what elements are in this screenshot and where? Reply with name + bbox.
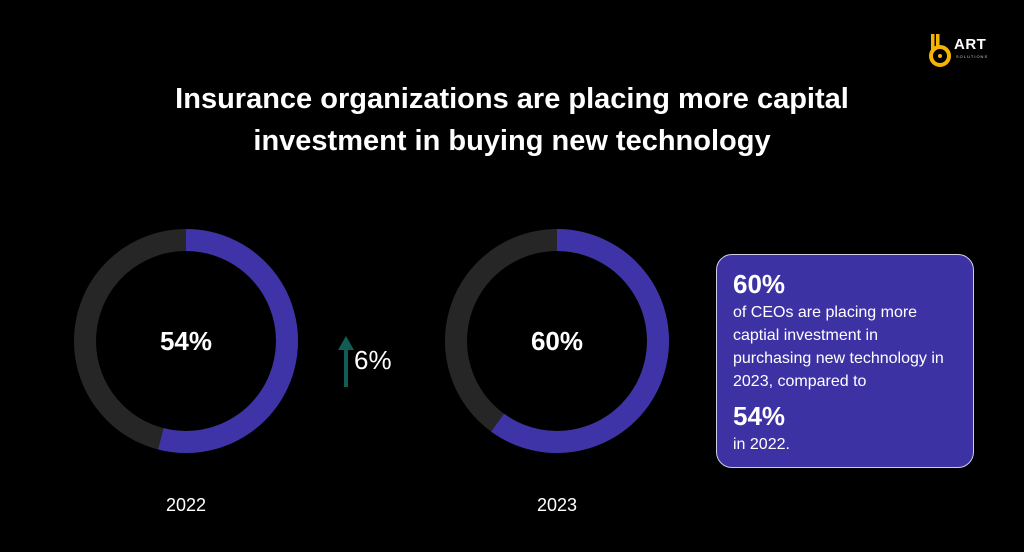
company-logo: ART SOLUTIONS — [928, 34, 998, 68]
logo-wordmark: ART — [954, 36, 987, 53]
card-description: of CEOs are placing more captial investm… — [733, 304, 944, 390]
stat-card: 60% of CEOs are placing more captial inv… — [716, 254, 974, 468]
logo-mark-icon — [929, 34, 951, 67]
up-arrow-icon — [338, 336, 354, 387]
title-line-1: Insurance organizations are placing more… — [175, 83, 849, 115]
card-stat-2023: 60% — [733, 269, 786, 299]
year-label-2023: 2023 — [537, 495, 577, 515]
card-stat-2022: 54% — [733, 401, 786, 431]
increase-value: 6% — [354, 345, 392, 375]
page-title: Insurance organizations are placing more… — [0, 78, 1024, 162]
increase-indicator — [338, 336, 408, 388]
logo-subtext: SOLUTIONS — [956, 54, 989, 59]
title-line-2: investment in buying new technology — [253, 125, 771, 157]
donut-slice-2022 — [158, 229, 298, 453]
card-footnote: in 2022. — [733, 436, 790, 453]
donut-slice-2023 — [491, 229, 669, 453]
donut-value-2023: 60% — [531, 326, 583, 356]
donut-value-2022: 54% — [160, 326, 212, 356]
year-label-2022: 2022 — [166, 495, 206, 515]
